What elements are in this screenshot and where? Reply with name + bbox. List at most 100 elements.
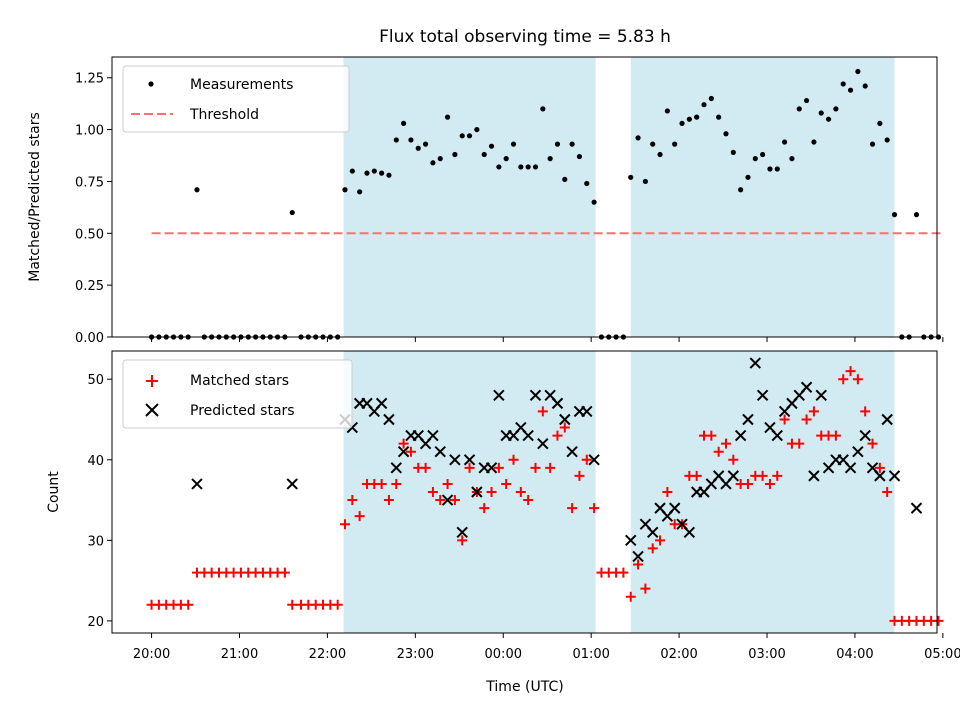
predicted-star-point [390, 462, 402, 474]
measurement-point [466, 133, 473, 139]
matched-star-point [860, 406, 871, 417]
predicted-star-point [734, 429, 747, 442]
matched-star-point [376, 478, 387, 489]
predicted-star-point [910, 502, 923, 514]
measurement-point [525, 164, 531, 170]
measurement-point [745, 174, 751, 180]
predicted-star-point [485, 462, 498, 474]
matched-star-point [279, 567, 290, 578]
measurement-point [430, 160, 436, 166]
measurement-point [591, 199, 597, 205]
matched-star-point [427, 487, 438, 497]
predicted-star-point [727, 470, 740, 482]
measurement-point [364, 170, 370, 176]
observing-window-shade [630, 57, 895, 337]
predicted-star-point [683, 526, 696, 538]
matched-star-point [545, 462, 556, 473]
legend-matched-marker [146, 375, 158, 387]
y-tick-label: 0.00 [75, 331, 104, 346]
measurement-point [752, 156, 758, 162]
predicted-star-point [647, 526, 659, 538]
measurement-point [437, 156, 443, 162]
matched-star-point [808, 406, 819, 417]
measurement-point [481, 151, 487, 158]
measurement-point [349, 168, 355, 174]
matched-star-point [183, 599, 194, 610]
matched-star-point [574, 470, 585, 481]
predicted-star-point [588, 454, 600, 466]
measurement-point [862, 83, 868, 89]
measurement-point [576, 153, 583, 160]
measurement-point [833, 106, 839, 112]
matched-star-point [391, 478, 402, 489]
matched-star-point [625, 591, 636, 602]
matched-star-point [464, 462, 475, 473]
matched-star-point [383, 495, 394, 506]
top-panel: 0.00 0.25 0.50 0.75 1.00 1.25 Matched/Predict… [27, 56, 944, 346]
measurement-point [657, 151, 663, 158]
measurement-point [855, 68, 861, 75]
matched-star-point [882, 487, 893, 497]
measurement-point [774, 166, 780, 172]
measurement-point [194, 187, 200, 193]
x-axis-label: Time (UTC) [485, 679, 563, 695]
measurement-point [891, 212, 898, 218]
matched-star-point [420, 462, 431, 473]
measurement-point [459, 133, 465, 139]
predicted-star-point [749, 357, 762, 369]
measurement-point [694, 114, 700, 120]
matched-star-point [449, 495, 460, 506]
measurement-point [422, 141, 429, 147]
matched-star-point [287, 599, 298, 610]
predicted-star-point [800, 381, 813, 393]
matched-star-point [537, 406, 548, 417]
matched-star-point [442, 478, 453, 489]
measurement-point [401, 120, 407, 126]
matched-star-point [581, 454, 592, 465]
bottom-y-axis-label: Count [46, 471, 62, 513]
measurement-point [386, 172, 392, 178]
measurement-point [503, 156, 509, 162]
matched-star-point [742, 478, 753, 489]
bottom-plot-frame [111, 350, 938, 634]
matched-star-point [523, 495, 534, 506]
measurement-point [811, 139, 817, 145]
x-tick-label: 21:00 [221, 647, 258, 662]
measurement-point [444, 114, 451, 120]
matched-star-point [559, 422, 570, 433]
measurement-point [730, 149, 736, 156]
predicted-star-point [559, 413, 571, 426]
matched-star-point [493, 462, 504, 473]
matched-star-point [764, 478, 775, 489]
matched-star-point [706, 430, 717, 441]
measurement-point [289, 209, 295, 216]
measurement-point [628, 174, 634, 180]
predicted-star-point [493, 389, 505, 402]
matched-star-point [801, 414, 812, 425]
measurement-point [342, 187, 348, 193]
measurement-point [510, 141, 517, 147]
x-tick-label: 01:00 [572, 647, 609, 662]
predicted-star-point [756, 389, 769, 402]
x-tick-label: 02:00 [660, 647, 697, 662]
matched-star-point [757, 470, 768, 481]
predicted-star-point [852, 446, 864, 458]
measurement-point [415, 145, 421, 151]
x-tick-label: 03:00 [748, 647, 785, 662]
predicted-star-point [808, 470, 820, 482]
matched-star-point [435, 495, 446, 506]
y-tick-label: 30 [87, 534, 104, 549]
y-tick-label: 50 [87, 373, 104, 388]
measurement-point [664, 108, 670, 114]
predicted-star-point [881, 413, 893, 426]
matched-star-point [720, 438, 731, 449]
measurement-point [371, 168, 377, 174]
matched-star-point [398, 438, 409, 449]
observing-window-shade [343, 57, 596, 337]
matched-star-point [515, 487, 526, 497]
predicted-star-point [449, 454, 461, 466]
matched-star-point [852, 374, 863, 385]
measurement-point [408, 137, 414, 143]
legend-measurements: Measurements [190, 77, 293, 93]
